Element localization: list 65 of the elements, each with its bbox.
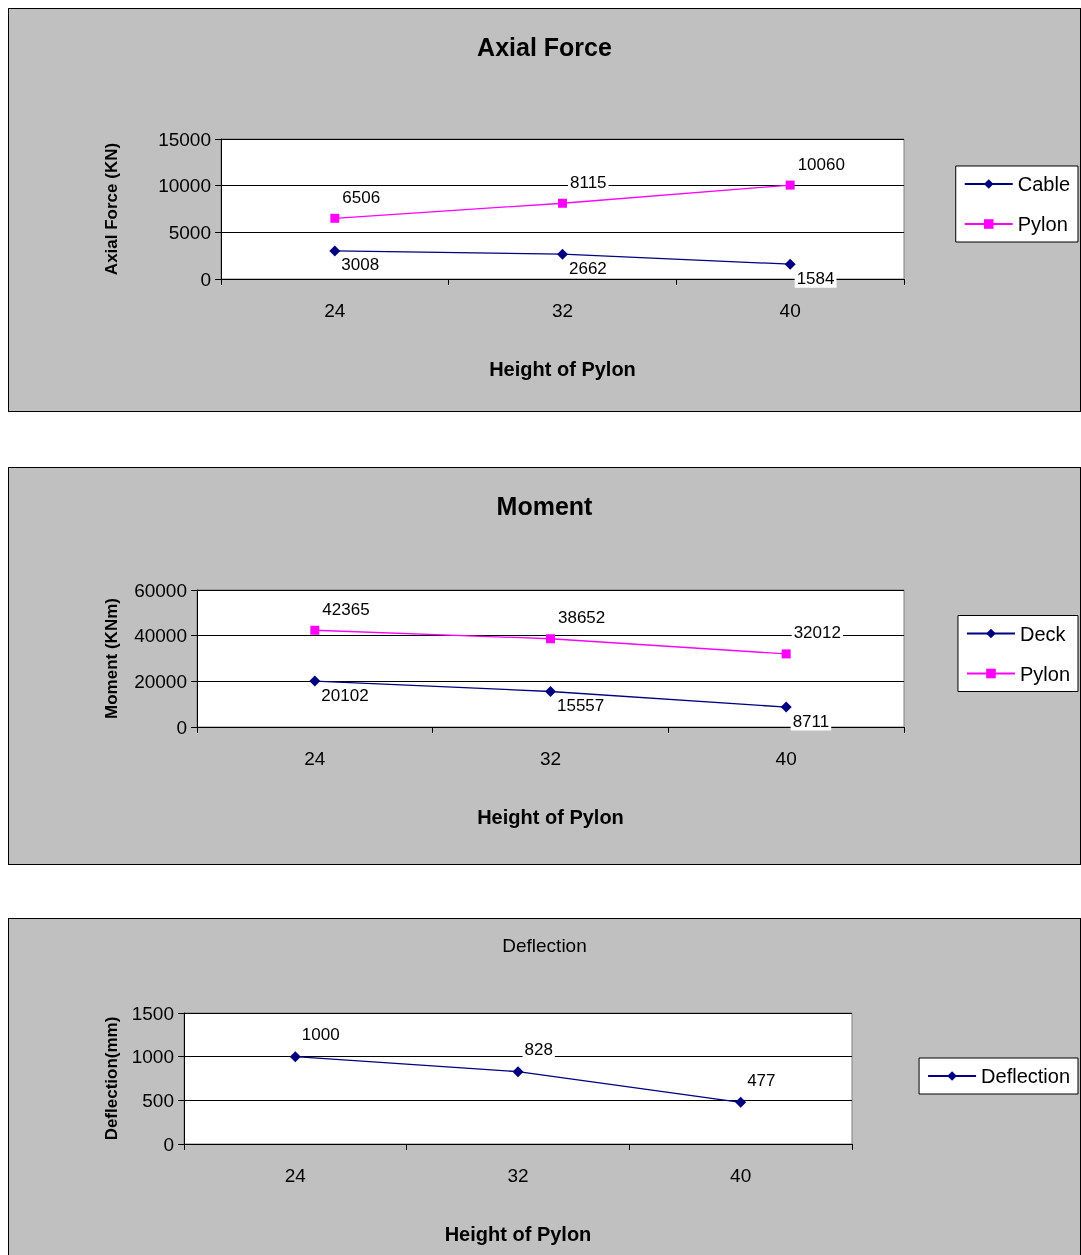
- point: [735, 1096, 747, 1108]
- y-tick-label: 1500: [131, 1002, 174, 1024]
- point: [309, 675, 321, 687]
- x-tick-label: 24: [304, 748, 326, 769]
- y-tick-label: 0: [176, 716, 187, 738]
- point: [546, 634, 555, 644]
- data-label: 6506: [342, 187, 381, 207]
- y-tick-label: 1000: [131, 1046, 174, 1068]
- point: [781, 649, 791, 659]
- data-label: 32012: [793, 623, 841, 643]
- y-tick-label: 10000: [158, 175, 211, 197]
- data-label: 2662: [569, 258, 607, 278]
- data-label: 38652: [558, 608, 606, 628]
- point: [558, 198, 567, 208]
- x-tick-label: 32: [551, 300, 574, 321]
- legend-label: Deck: [1019, 622, 1067, 645]
- data-label: 42365: [322, 599, 370, 619]
- y-tick-label: 15000: [158, 128, 211, 150]
- legend-label: Cable: [1017, 173, 1071, 195]
- x-tick-label: 40: [730, 1165, 752, 1186]
- x-tick-label: 40: [775, 748, 797, 769]
- y-tick-label: 0: [163, 1133, 174, 1155]
- data-label: 20102: [321, 685, 369, 705]
- y-axis-title: Axial Force (KN): [101, 142, 121, 276]
- data-label: 1000: [301, 1025, 340, 1045]
- data-label: 15557: [557, 695, 605, 715]
- chart-title: Moment: [496, 491, 594, 520]
- point: [330, 213, 340, 223]
- y-axis-title: Moment (KNm): [101, 598, 121, 719]
- y-axis-title: Deflection(mm): [101, 1016, 121, 1141]
- x-axis-title: Height of Pylon: [477, 806, 624, 828]
- point: [557, 248, 568, 260]
- point: [289, 1051, 301, 1063]
- legend-label: Pylon: [1017, 213, 1068, 235]
- x-tick-label: 24: [284, 1165, 307, 1186]
- y-tick-label: 500: [142, 1089, 174, 1111]
- data-label: 8711: [792, 711, 830, 731]
- point: [310, 625, 320, 635]
- y-tick-label: 40000: [134, 625, 187, 647]
- x-tick-label: 32: [539, 748, 562, 769]
- x-axis-title: Height of Pylon: [489, 358, 636, 380]
- point: [545, 685, 556, 697]
- y-tick-label: 60000: [134, 579, 187, 601]
- point: [329, 245, 341, 257]
- x-tick-label: 24: [324, 300, 346, 321]
- y-tick-label: 0: [200, 268, 211, 290]
- x-axis-title: Height of Pylon: [444, 1223, 592, 1245]
- y-tick-label: 5000: [168, 221, 211, 243]
- data-label: 8115: [570, 172, 607, 192]
- point: [785, 180, 795, 190]
- data-label: 828: [524, 1040, 553, 1060]
- legend-label: Pylon: [1019, 662, 1070, 685]
- chart-title: Axial Force: [477, 32, 612, 61]
- chart-title: Deflection: [502, 935, 587, 956]
- data-label: 1584: [796, 268, 835, 288]
- point: [512, 1066, 524, 1078]
- point: [784, 258, 796, 270]
- point: [780, 701, 792, 713]
- y-tick-label: 20000: [134, 670, 187, 692]
- data-label: 3008: [341, 255, 380, 275]
- x-tick-label: 40: [779, 300, 801, 321]
- data-label: 477: [747, 1070, 776, 1090]
- data-label: 10060: [797, 154, 845, 174]
- x-tick-label: 32: [507, 1165, 529, 1186]
- legend-label: Deflection: [981, 1065, 1070, 1087]
